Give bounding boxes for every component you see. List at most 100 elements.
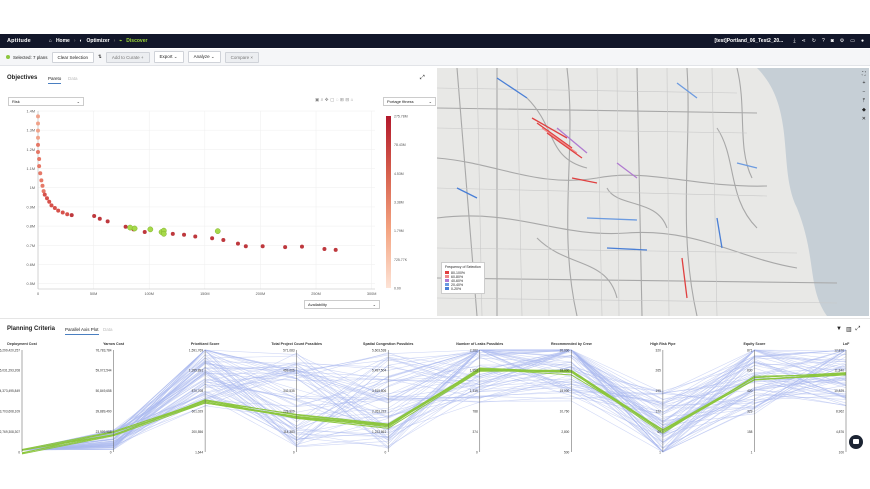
add-to-curate-button[interactable]: Add to Curate + (105, 51, 150, 63)
reset-icon[interactable]: ⌂ (350, 97, 355, 102)
chat-icon[interactable]: ▭ (850, 38, 855, 44)
parallel-axis-tick: 0 (110, 450, 112, 454)
project-name[interactable]: [test]Portland_06_Test2_20... (714, 38, 784, 44)
scatter-point[interactable] (36, 149, 40, 154)
settings-icon[interactable]: ⚙ (839, 38, 845, 44)
scatter-point[interactable] (36, 142, 40, 147)
crosshair-icon[interactable]: ✕ (861, 116, 866, 122)
x-axis-select[interactable]: Availability ⌄ (304, 300, 380, 309)
selected-plans-label: Selected: 7 plans (13, 54, 48, 60)
scatter-point[interactable] (37, 164, 42, 169)
tab-parallel-axis[interactable]: Parallel Axis Plot (65, 327, 99, 335)
pan-icon[interactable]: ✥ (324, 97, 331, 102)
scatter-point[interactable] (210, 236, 215, 241)
scatter-point[interactable] (260, 244, 265, 249)
selected-parallel-line[interactable] (21, 368, 847, 455)
scatter-point[interactable] (69, 213, 74, 218)
scatter-point[interactable] (65, 212, 70, 217)
parallel-axis-tick: 871 (747, 348, 753, 352)
layers-icon[interactable]: ◆ (861, 107, 866, 113)
scatter-point[interactable] (47, 199, 52, 204)
expand-icon[interactable]: ⤢ (855, 326, 861, 332)
scatter-point[interactable] (60, 210, 65, 215)
scatter-point[interactable] (49, 203, 54, 208)
export-dropdown[interactable]: Export ⌄ (153, 51, 184, 63)
zoom-out-icon[interactable]: − (862, 89, 866, 95)
expand-icon[interactable]: ⤢ (420, 75, 425, 81)
zoom-in-icon[interactable]: + (862, 80, 866, 86)
nav-home-link[interactable]: Home (55, 38, 70, 44)
app-logo[interactable]: Aptitude (7, 38, 31, 44)
user-icon[interactable]: ● (860, 38, 864, 44)
scatter-point[interactable] (38, 171, 43, 176)
columns-icon[interactable]: ▥ (845, 327, 852, 333)
color-scale-label: 725.77K (394, 258, 408, 262)
clear-selection-button[interactable]: Clear Selection (51, 51, 95, 63)
scatter-point[interactable] (97, 216, 102, 221)
scatter-point[interactable] (36, 128, 40, 133)
filter-icon[interactable]: ▼ (836, 326, 842, 332)
network-map[interactable]: Frequency of Selection 80-100% 60-80% 40-6… (437, 68, 869, 316)
chat-support-button[interactable] (849, 435, 863, 449)
parallel-axis-tick: 3,703,608,109 (0, 410, 20, 414)
scatter-point[interactable] (41, 189, 46, 194)
notification-icon[interactable]: ◙ (830, 38, 834, 44)
scatter-point[interactable] (283, 245, 288, 250)
scatter-point[interactable] (299, 244, 304, 249)
camera-icon[interactable]: ▣ (315, 97, 321, 102)
scatter-point[interactable] (105, 219, 110, 224)
scatter-point[interactable] (36, 135, 40, 140)
refresh-icon[interactable]: ↻ (811, 38, 816, 44)
scatter-point[interactable] (40, 183, 45, 188)
scatter-point[interactable] (36, 114, 40, 119)
zoom-out-icon[interactable]: ⊟ (345, 97, 351, 102)
parallel-axis-name: Deployment Cost (7, 342, 37, 346)
scatter-point[interactable] (42, 192, 47, 197)
scatter-point[interactable] (37, 157, 42, 162)
download-icon[interactable]: ⤓ (793, 38, 796, 44)
scatter-point[interactable] (333, 247, 338, 252)
color-select[interactable]: Portage fitness ⌄ (383, 97, 436, 106)
scatter-point[interactable] (36, 121, 40, 126)
scatter-point[interactable] (56, 208, 61, 213)
selected-scatter-point[interactable] (131, 225, 138, 232)
tab-planning-data[interactable]: Data (103, 327, 113, 332)
sort-icon[interactable]: ⇅ (98, 54, 102, 59)
compass-icon[interactable]: ⤒ (862, 98, 865, 104)
scatter-point[interactable] (182, 232, 187, 237)
scatter-point[interactable] (243, 244, 248, 249)
y-axis-select[interactable]: Risk ⌄ (8, 97, 84, 106)
home-icon[interactable]: ⌂ (48, 38, 52, 44)
scatter-point[interactable] (235, 241, 240, 246)
scatter-point[interactable] (221, 238, 226, 243)
nav-optimizer-link[interactable]: Optimizer (86, 38, 110, 44)
scatter-point[interactable] (322, 246, 327, 251)
nav-discover-link[interactable]: Discover (126, 38, 148, 44)
tab-data[interactable]: Data (68, 76, 78, 81)
selected-parallel-line[interactable] (21, 368, 847, 451)
tab-pareto[interactable]: Pareto (48, 76, 62, 84)
selected-scatter-point[interactable] (147, 226, 154, 233)
scatter-point[interactable] (44, 196, 49, 201)
selected-parallel-line[interactable] (21, 370, 847, 454)
zoom-in-icon[interactable]: ⊞ (340, 97, 346, 102)
chevron-down-icon: ⌄ (173, 54, 178, 59)
scatter-point[interactable] (92, 214, 97, 219)
compare-button[interactable]: Compare × (224, 51, 260, 63)
scatter-point[interactable] (39, 178, 44, 183)
scatter-point[interactable] (142, 230, 147, 235)
scatter-point[interactable] (123, 224, 128, 229)
selected-scatter-point[interactable] (160, 230, 167, 237)
help-icon[interactable]: ? (821, 38, 825, 44)
box-select-icon[interactable]: ▢ (330, 97, 336, 102)
chart-tools: ▣⌕✥▢◌⊞⊟⌂ (315, 97, 355, 103)
scatter-point[interactable] (52, 206, 57, 211)
zoom-icon[interactable]: ⌕ (320, 97, 325, 102)
selected-scatter-point[interactable] (214, 228, 221, 235)
lasso-icon[interactable]: ◌ (335, 97, 341, 102)
scatter-point[interactable] (193, 234, 198, 239)
fullscreen-icon[interactable]: ⛶ (862, 71, 866, 77)
scatter-point[interactable] (170, 231, 175, 236)
analyze-dropdown[interactable]: Analyze ⌄ (187, 51, 221, 63)
share-icon[interactable]: ⋖ (801, 38, 806, 44)
